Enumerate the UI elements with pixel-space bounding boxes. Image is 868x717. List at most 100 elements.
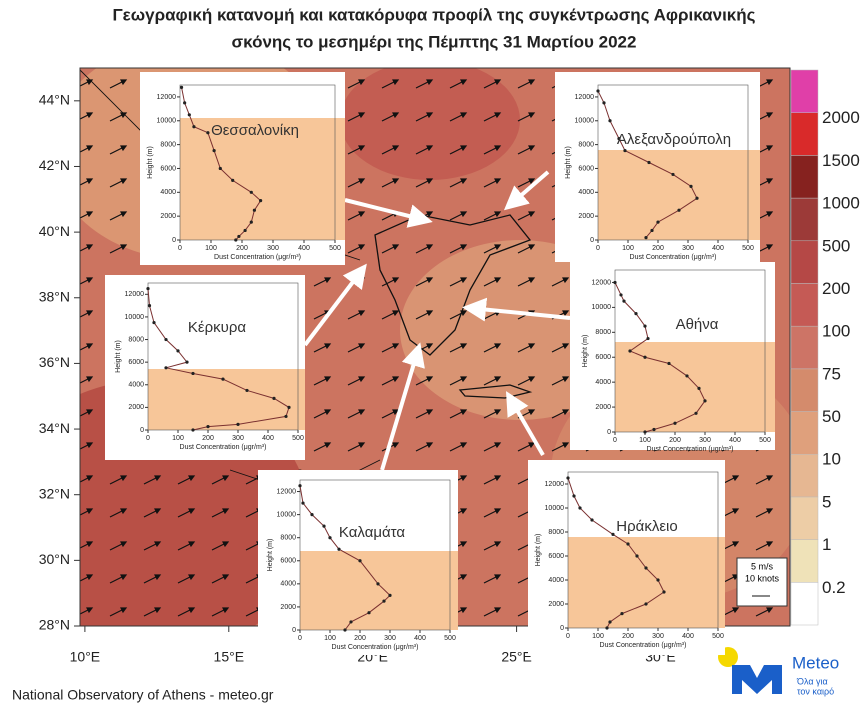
profile-point	[328, 536, 332, 540]
inset-x-label: 200	[622, 633, 634, 640]
profile-inset: 0 2000 4000 6000 8000 10000 12000 0 100 200 300 400…	[555, 72, 760, 262]
inset-y-title: Height (m)	[565, 146, 572, 179]
inset-y-label: 12000	[545, 481, 565, 488]
profile-point	[252, 208, 256, 212]
lat-label: 42°N	[39, 157, 70, 173]
inset-x-label: 500	[292, 435, 304, 442]
pointer	[462, 297, 571, 322]
colorbar-box	[790, 496, 819, 540]
pointer	[344, 198, 433, 228]
colorbar-box	[790, 240, 819, 284]
inset-y-title: Height (m)	[535, 534, 542, 567]
profile-point	[667, 361, 671, 366]
colorbar-box	[790, 197, 819, 242]
inset-x-label: 100	[172, 435, 184, 442]
inset-frame	[299, 479, 451, 631]
inset-x-label: 200	[354, 635, 366, 642]
inset-y-label: 0	[292, 627, 296, 634]
inset-x-label: 300	[652, 633, 664, 640]
profile-point	[620, 612, 624, 616]
profile-point	[388, 593, 392, 597]
colorbar-box	[790, 582, 819, 626]
profile-point	[608, 620, 612, 624]
profile-point	[605, 626, 609, 630]
inset-x-label: 0	[146, 435, 150, 442]
inset-y-label: 10000	[592, 304, 612, 311]
profile-point	[358, 559, 362, 563]
inset-shade	[598, 150, 760, 240]
city-label: Αλεξανδρούπολη	[617, 131, 731, 148]
profile-point	[343, 628, 347, 632]
profile-point	[191, 428, 195, 432]
inset-x-title: Dust Concentration (μgr/m³)	[332, 644, 419, 651]
profile-point	[191, 371, 195, 376]
inset-x-label: 500	[759, 437, 771, 444]
inset-y-label: 6000	[280, 558, 296, 565]
inset-x-title: Dust Concentration (μgr/m³)	[647, 446, 734, 453]
inset-y-label: 12000	[157, 94, 177, 101]
logo-tagline: Όλα για	[796, 676, 828, 686]
inset-shade	[148, 369, 305, 430]
profile-point	[183, 101, 187, 105]
colorbar-box	[790, 155, 819, 199]
logo-tagline: τον καιρό	[797, 686, 834, 696]
inset-frame	[147, 282, 299, 431]
profile-point	[249, 190, 253, 194]
profile-point	[566, 476, 570, 480]
colorbar-box	[790, 325, 819, 370]
colorbar-box	[790, 283, 819, 327]
profile-point	[677, 208, 681, 212]
profile-point	[652, 427, 656, 432]
inset-frame	[567, 471, 719, 629]
profile-line	[614, 282, 706, 433]
profile-point	[237, 234, 241, 239]
lat-label: 30°N	[39, 551, 70, 567]
inset-box	[105, 275, 305, 460]
profile-point	[349, 620, 353, 624]
colorbar-box	[790, 411, 819, 455]
inset-y-label: 10000	[157, 118, 177, 125]
inset-y-label: 0	[560, 625, 564, 632]
profile-point	[643, 324, 647, 328]
inset-shade	[615, 342, 775, 432]
pointers	[303, 170, 571, 471]
profile-point	[572, 494, 576, 498]
inset-y-label: 10000	[277, 511, 297, 518]
inset-y-label: 2000	[128, 404, 144, 411]
inset-x-label: 400	[298, 245, 310, 252]
inset-y-label: 0	[607, 429, 611, 436]
profile-point	[146, 287, 150, 291]
colorbar-box	[790, 368, 819, 412]
inset-y-label: 6000	[578, 165, 594, 172]
inset-y-title: Height (m)	[267, 539, 274, 572]
pointer	[505, 391, 545, 457]
lat-label: 36°N	[39, 354, 70, 370]
colorbar-label: 75	[822, 364, 841, 383]
profile-point	[694, 411, 698, 415]
profile-point	[337, 547, 341, 551]
lat-label: 32°N	[39, 485, 70, 501]
profile-point	[218, 166, 222, 171]
inset-y-label: 8000	[595, 329, 611, 336]
inset-y-label: 6000	[548, 553, 564, 560]
colorbar-box	[790, 453, 819, 498]
colorbar-label: 5	[822, 492, 831, 511]
lat-label: 44°N	[39, 92, 70, 108]
inset-y-label: 6000	[160, 165, 176, 172]
profile-point	[272, 396, 276, 400]
inset-y-label: 10000	[545, 505, 565, 512]
colorbar-label: 100	[822, 322, 850, 341]
profile-point	[662, 590, 666, 594]
city-label: Αθήνα	[676, 316, 719, 333]
footer: National Observatory of Athens - meteo.g…	[12, 687, 274, 703]
inset-y-label: 8000	[578, 141, 594, 148]
lat-label: 28°N	[39, 617, 70, 633]
colorbar-label: 500	[822, 236, 850, 255]
profile-point	[628, 349, 632, 353]
inset-y-label: 10000	[125, 314, 145, 321]
profile-point	[635, 554, 639, 558]
inset-y-label: 12000	[125, 291, 145, 298]
inset-x-label: 500	[712, 633, 724, 640]
pointer	[503, 170, 550, 211]
